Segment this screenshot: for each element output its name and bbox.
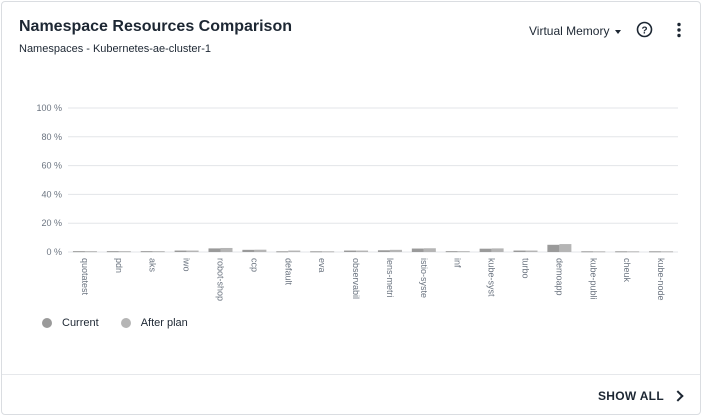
- x-tick-label: quotatest: [80, 258, 90, 296]
- y-tick-label: 100 %: [36, 103, 62, 113]
- bar[interactable]: [559, 244, 572, 252]
- y-tick-label: 0 %: [46, 247, 62, 257]
- y-tick-label: 20 %: [41, 218, 62, 228]
- bar[interactable]: [84, 251, 97, 253]
- legend-swatch-current: [42, 318, 52, 328]
- bar[interactable]: [547, 244, 560, 252]
- bar[interactable]: [377, 250, 390, 252]
- bar[interactable]: [72, 251, 85, 253]
- x-tick-label: kube-publi: [588, 258, 598, 300]
- y-tick-label: 40 %: [41, 189, 62, 199]
- x-tick-label: ccp: [249, 258, 259, 272]
- bar[interactable]: [140, 251, 153, 253]
- x-tick-label: demoapp: [554, 258, 564, 296]
- x-tick-label: default: [283, 258, 293, 286]
- x-tick-label: eva: [317, 258, 327, 273]
- x-tick-label: kube-syst: [487, 258, 497, 297]
- bar[interactable]: [288, 250, 301, 252]
- bar-chart: 0 % 20 % 40 % 60 % 80 % 100 % quotatest pdn aks i…: [36, 103, 678, 301]
- metric-dropdown-value: Virtual Memory: [529, 24, 610, 38]
- bar[interactable]: [152, 251, 165, 253]
- bar[interactable]: [457, 251, 470, 253]
- x-tick-label: kube-node: [656, 258, 666, 301]
- bar[interactable]: [310, 251, 323, 253]
- y-tick-label: 60 %: [41, 161, 62, 171]
- chevron-right-icon: [672, 390, 684, 402]
- bar[interactable]: [513, 250, 526, 252]
- x-tick-label: iwo: [182, 258, 192, 272]
- bar[interactable]: [445, 251, 458, 253]
- bar[interactable]: [525, 250, 538, 252]
- bar[interactable]: [627, 251, 640, 253]
- bar[interactable]: [389, 249, 402, 252]
- bar[interactable]: [276, 251, 289, 253]
- bar[interactable]: [186, 250, 199, 252]
- bar[interactable]: [220, 247, 233, 252]
- bar[interactable]: [174, 250, 187, 252]
- bar[interactable]: [118, 251, 131, 253]
- bar[interactable]: [322, 251, 335, 253]
- bar[interactable]: [106, 251, 119, 253]
- bar[interactable]: [593, 251, 606, 253]
- x-tick-label: istio-syste: [419, 258, 429, 298]
- legend-swatch-after-plan: [120, 318, 131, 328]
- footer-divider: [2, 374, 700, 375]
- kebab-menu-icon[interactable]: [676, 22, 682, 38]
- bar[interactable]: [411, 248, 424, 252]
- bar[interactable]: [344, 250, 357, 252]
- x-tick-label: robot-shop: [216, 258, 226, 301]
- bar[interactable]: [661, 251, 674, 253]
- x-tick-label: pdn: [114, 258, 124, 273]
- bar[interactable]: [649, 251, 662, 253]
- bar[interactable]: [615, 251, 628, 253]
- x-tick-label: inf: [453, 258, 463, 268]
- show-all-button[interactable]: SHOW ALL: [598, 389, 684, 403]
- legend-label-after-plan: After plan: [140, 317, 188, 329]
- bar[interactable]: [423, 248, 436, 252]
- bar[interactable]: [242, 249, 255, 252]
- chart-legend: Current After plan: [42, 317, 188, 329]
- bar[interactable]: [581, 251, 594, 253]
- bar[interactable]: [254, 249, 267, 252]
- metric-dropdown[interactable]: Virtual Memory: [529, 24, 622, 38]
- x-tick-label: turbo: [521, 258, 531, 279]
- svg-text:?: ?: [641, 25, 647, 36]
- card-subtitle: Namespaces - Kubernetes-ae-cluster-1: [19, 43, 211, 55]
- bar[interactable]: [491, 248, 504, 252]
- x-tick-label: aks: [148, 258, 158, 273]
- bar[interactable]: [479, 248, 492, 252]
- show-all-label: SHOW ALL: [598, 389, 664, 403]
- legend-label-current: Current: [62, 317, 99, 329]
- bar[interactable]: [356, 250, 369, 252]
- x-tick-label: observabil: [351, 258, 361, 299]
- x-tick-label: lens-metri: [385, 258, 395, 298]
- y-tick-label: 80 %: [41, 132, 62, 142]
- card-title: Namespace Resources Comparison: [19, 18, 292, 35]
- x-tick-label: cheuk: [622, 258, 632, 283]
- question-circle-icon[interactable]: ?: [636, 21, 653, 38]
- bar[interactable]: [208, 248, 221, 252]
- caret-down-icon: [615, 30, 622, 34]
- legend-item-current[interactable]: Current: [42, 317, 99, 329]
- legend-item-after-plan[interactable]: After plan: [120, 317, 188, 329]
